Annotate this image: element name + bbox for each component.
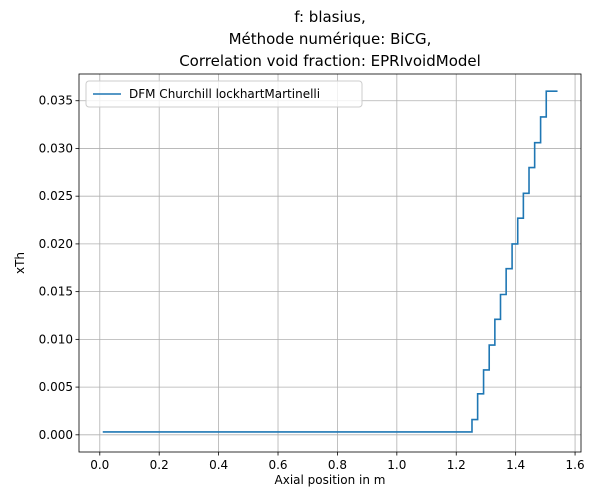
y-tick-label: 0.010 <box>39 332 73 346</box>
plot-area <box>79 74 581 452</box>
y-tick-label: 0.000 <box>39 428 73 442</box>
y-tick-label: 0.020 <box>39 237 73 251</box>
x-axis-label: Axial position in m <box>275 473 386 487</box>
y-axis-label: xTh <box>13 252 27 274</box>
legend: DFM Churchill lockhartMartinelli <box>85 80 363 108</box>
y-tick-label: 0.035 <box>39 94 73 108</box>
x-tick-label: 1.0 <box>387 458 406 472</box>
series-layer <box>102 90 558 433</box>
y-tick-label: 0.030 <box>39 141 73 155</box>
chart-title-line-3: Correlation void fraction: EPRIvoidModel <box>179 52 481 70</box>
series-line-1 <box>102 90 558 433</box>
x-tick-label: 0.4 <box>209 458 228 472</box>
y-axis: 0.000 0.005 0.010 0.015 0.020 0.025 0.030 0.035 <box>39 94 79 442</box>
x-tick-label: 0.6 <box>268 458 287 472</box>
y-tick-label: 0.025 <box>39 189 73 203</box>
x-tick-label: 1.2 <box>447 458 466 472</box>
x-tick-label: 1.6 <box>566 458 585 472</box>
x-tick-label: 0.2 <box>150 458 169 472</box>
chart-title-line-1: f: blasius, <box>294 8 366 26</box>
chart-title-line-2: Méthode numérique: BiCG, <box>229 30 432 48</box>
legend-frame <box>85 80 363 108</box>
x-tick-label: 0.0 <box>90 458 109 472</box>
y-tick-label: 0.015 <box>39 285 73 299</box>
x-tick-label: 0.8 <box>328 458 347 472</box>
x-tick-label: 1.4 <box>506 458 525 472</box>
y-tick-label: 0.005 <box>39 380 73 394</box>
legend-entry-series-1: DFM Churchill lockhartMartinelli <box>129 87 320 101</box>
plot-frame <box>78 73 582 453</box>
chart-title: f: blasius, Méthode numérique: BiCG, Cor… <box>179 8 481 70</box>
x-axis: 0.0 0.2 0.4 0.6 0.8 1.0 1.2 1.4 1.6 <box>90 452 585 472</box>
